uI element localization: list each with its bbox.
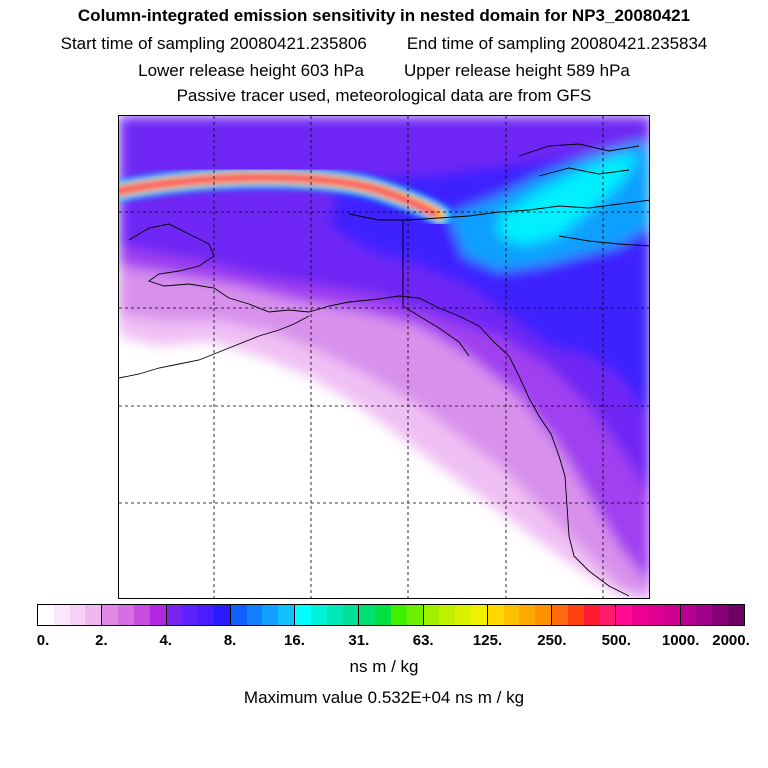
plume-core bbox=[119, 174, 438, 217]
legend-color-swatch bbox=[310, 605, 327, 625]
legend-color-swatch bbox=[85, 605, 102, 625]
aleutian-coastline bbox=[119, 315, 310, 379]
legend-color-swatch bbox=[503, 605, 520, 625]
legend-color-block bbox=[38, 605, 102, 625]
lower-release-label: Lower release height 603 hPa bbox=[138, 61, 364, 80]
legend-color-swatch bbox=[728, 605, 744, 625]
legend-color-swatch bbox=[487, 605, 504, 625]
legend-tick-label: 2000. bbox=[712, 632, 750, 649]
legend-color-swatch bbox=[583, 605, 600, 625]
legend-color-swatch bbox=[648, 605, 664, 625]
legend-color-swatch bbox=[567, 605, 584, 625]
legend-color-block bbox=[679, 605, 744, 625]
map-title: Column-integrated emission sensitivity i… bbox=[77, 6, 691, 25]
north-coastline bbox=[348, 199, 649, 221]
legend-color-swatch bbox=[696, 605, 713, 625]
legend-color-swatch bbox=[213, 605, 230, 625]
border-line bbox=[402, 220, 470, 357]
legend-color-swatch bbox=[663, 605, 680, 625]
legend-color-swatch bbox=[342, 605, 359, 625]
legend-color-block bbox=[358, 605, 423, 625]
legend-color-swatch bbox=[38, 605, 54, 625]
legend-color-swatch bbox=[406, 605, 423, 625]
legend-color-block bbox=[229, 605, 295, 625]
legend-tick-label: 1000. bbox=[661, 632, 700, 649]
legend-color-swatch bbox=[69, 605, 86, 625]
legend-color-swatch bbox=[295, 605, 311, 625]
legend-color-swatch bbox=[198, 605, 214, 625]
legend-color-swatch bbox=[53, 605, 70, 625]
legend-color-swatch bbox=[118, 605, 134, 625]
legend-tick-label: 63. bbox=[412, 632, 434, 649]
legend-color-block bbox=[615, 605, 680, 625]
legend-color-swatch bbox=[632, 605, 649, 625]
legend-color-swatch bbox=[326, 605, 343, 625]
legend-tick-label: 4. bbox=[159, 632, 172, 649]
legend-color-swatch bbox=[439, 605, 456, 625]
legend-color-block bbox=[422, 605, 487, 625]
alaska-coastline bbox=[128, 223, 630, 597]
sampling-times: Start time of sampling 20080421.235806 En… bbox=[0, 34, 768, 54]
legend-tick-label: 250. bbox=[537, 632, 567, 649]
legend-color-swatch bbox=[166, 605, 183, 625]
legend-color-swatch bbox=[390, 605, 407, 625]
legend-color-block bbox=[101, 605, 166, 625]
legend-color-swatch bbox=[149, 605, 166, 625]
legend-color-swatch bbox=[230, 605, 247, 625]
legend-tick-label: 0. bbox=[36, 632, 50, 649]
legend-tick-label: 2. bbox=[95, 632, 108, 649]
start-time-label: Start time of sampling 20080421.235806 bbox=[60, 34, 367, 53]
legend-color-block bbox=[294, 605, 359, 625]
coastlines bbox=[119, 143, 649, 597]
graticule bbox=[119, 116, 649, 598]
legend-color-swatch bbox=[102, 605, 119, 625]
upper-release-label: Upper release height 589 hPa bbox=[404, 61, 630, 80]
legend-color-swatch bbox=[278, 605, 295, 625]
legend-color-swatch bbox=[455, 605, 472, 625]
units-label: ns m / kg bbox=[349, 657, 419, 676]
map-canvas bbox=[119, 116, 649, 598]
legend-color-block bbox=[486, 605, 552, 625]
legend-tick-label: 31. bbox=[348, 632, 370, 649]
legend-color-swatch bbox=[359, 605, 376, 625]
legend-color-swatch bbox=[519, 605, 536, 625]
legend-color-swatch bbox=[182, 605, 199, 625]
legend-color-swatch bbox=[599, 605, 616, 625]
island-coastline bbox=[518, 143, 649, 247]
tracer-note: Passive tracer used, meteorological data… bbox=[176, 86, 592, 105]
color-legend bbox=[37, 604, 745, 626]
legend-color-swatch bbox=[680, 605, 697, 625]
legend-tick-label: 8. bbox=[223, 632, 237, 649]
legend-color-swatch bbox=[423, 605, 440, 625]
legend-tick-label: 500. bbox=[601, 632, 631, 649]
legend-color-swatch bbox=[375, 605, 391, 625]
legend-color-swatch bbox=[246, 605, 263, 625]
legend-color-swatch bbox=[262, 605, 279, 625]
legend-tick-label: 125. bbox=[472, 632, 503, 649]
legend-color-swatch bbox=[133, 605, 150, 625]
legend-color-block bbox=[551, 605, 616, 625]
legend-color-swatch bbox=[616, 605, 633, 625]
legend-color-swatch bbox=[535, 605, 552, 625]
maximum-value-label: Maximum value 0.532E+04 ns m / kg bbox=[243, 688, 525, 707]
legend-color-swatch bbox=[712, 605, 729, 625]
release-heights: Lower release height 603 hPa Upper releas… bbox=[0, 61, 768, 81]
sensitivity-map bbox=[118, 115, 650, 599]
end-time-label: End time of sampling 20080421.235834 bbox=[406, 34, 708, 53]
legend-color-swatch bbox=[552, 605, 568, 625]
legend-tick-label: 16. bbox=[284, 632, 305, 649]
cyan-region bbox=[499, 156, 639, 246]
legend-color-swatch bbox=[471, 605, 487, 625]
legend-color-block bbox=[165, 605, 230, 625]
